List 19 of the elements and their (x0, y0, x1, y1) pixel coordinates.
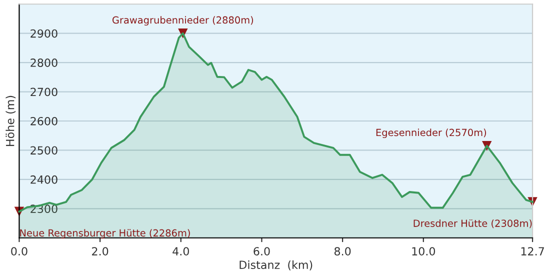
y-tick-label: 2800 (30, 58, 58, 67)
annotation: Egesennieder (2570m) (376, 128, 486, 138)
y-tick-label: 2600 (30, 116, 58, 126)
annotation: Dresdner Hütte (2308m) (414, 219, 532, 228)
x-tick-label: 6.0 (254, 247, 270, 256)
x-tick-label: 10.0 (412, 247, 436, 256)
y-tick-label: 2700 (30, 88, 58, 96)
y-axis-title: Höhe (m) (6, 96, 16, 146)
annotation: Grawagrubennieder (2880m) (112, 16, 254, 26)
x-tick-label: 2.0 (92, 247, 108, 256)
y-tick-label: 2900 (30, 29, 58, 38)
y-tick-label: 2400 (30, 175, 58, 184)
x-tick-label: 4.0 (172, 247, 189, 256)
x-tick-label: 8.0 (334, 247, 351, 256)
x-tick-label: 12.7 (521, 247, 544, 256)
x-tick-label: 0.0 (11, 247, 28, 256)
annotation: Neue Regensburger Hütte (2286m) (20, 229, 190, 239)
x-axis-title: Distanz (km) (240, 260, 312, 270)
y-tick-label: 2500 (30, 146, 58, 155)
